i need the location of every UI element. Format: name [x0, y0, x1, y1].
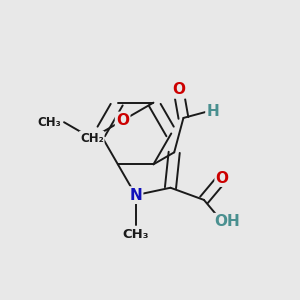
- Text: CH₃: CH₃: [37, 116, 61, 129]
- Text: O: O: [172, 82, 185, 98]
- Text: H: H: [207, 103, 219, 118]
- Text: O: O: [216, 171, 229, 186]
- Text: OH: OH: [214, 214, 240, 229]
- Text: CH₃: CH₃: [122, 228, 149, 241]
- Text: O: O: [116, 113, 129, 128]
- Text: N: N: [129, 188, 142, 202]
- Text: CH₂: CH₂: [80, 132, 104, 145]
